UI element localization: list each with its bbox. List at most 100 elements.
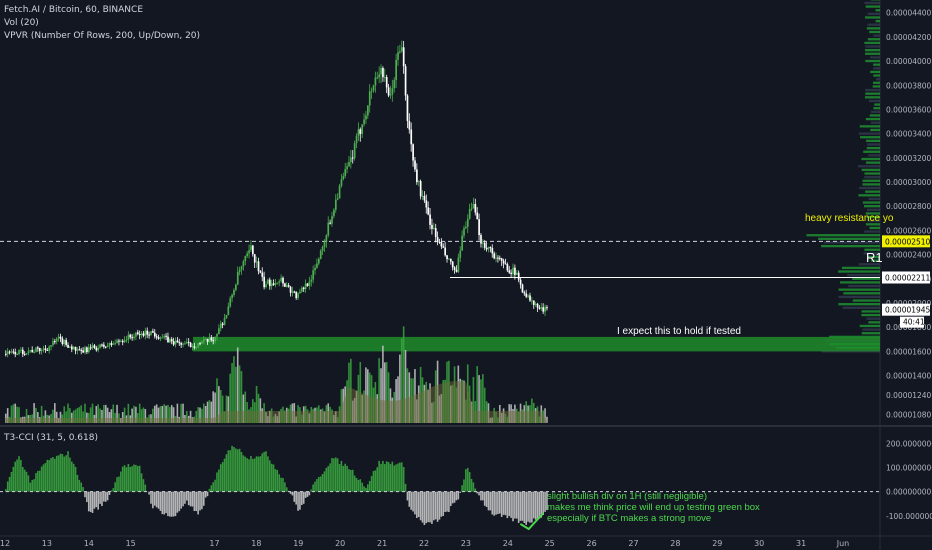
- candle-body: [484, 243, 486, 248]
- cci-bar: [316, 479, 318, 492]
- cci-bar: [495, 492, 497, 515]
- cci-bar: [337, 458, 339, 491]
- cci-bar: [297, 492, 299, 511]
- candle-body: [416, 169, 418, 182]
- vpvr-row: [868, 321, 880, 323]
- cci-bar: [148, 492, 150, 495]
- cci-bar: [260, 456, 262, 491]
- candle-body: [324, 242, 326, 247]
- cci-bar: [190, 492, 192, 507]
- cci-bar: [35, 473, 37, 492]
- candle-body: [45, 348, 47, 349]
- candle-body: [158, 337, 160, 339]
- candle-body: [195, 347, 197, 348]
- cci-bar: [163, 492, 165, 515]
- candle-body: [269, 280, 271, 286]
- cci-bar: [218, 469, 220, 491]
- candle-body: [318, 259, 320, 264]
- cci-bar: [65, 455, 67, 491]
- candle-body: [518, 273, 520, 280]
- vpvr-row: [870, 56, 880, 58]
- cci-bar: [522, 492, 524, 521]
- cci-bar: [229, 450, 231, 491]
- time-tick-label: 31: [796, 539, 806, 548]
- candle-body: [290, 287, 292, 293]
- candle-body: [341, 179, 343, 186]
- candle-body: [384, 77, 386, 78]
- candle-body: [169, 339, 171, 342]
- cci-bar: [75, 467, 77, 492]
- candle-body: [226, 315, 228, 318]
- candle-body: [24, 354, 26, 355]
- vpvr-row: [867, 147, 880, 149]
- vpvr-row: [871, 122, 880, 124]
- candle-body: [326, 235, 328, 242]
- candle-body: [414, 160, 416, 169]
- candle-body: [260, 271, 262, 273]
- vpvr-row: [874, 103, 880, 105]
- vpvr-row: [858, 165, 880, 167]
- cci-bar: [346, 466, 348, 492]
- vpvr-row: [867, 24, 880, 26]
- candle-body: [537, 304, 539, 308]
- cci-bar: [139, 466, 141, 492]
- cci-bar: [103, 492, 105, 502]
- cci-bar: [205, 492, 207, 498]
- candle-body: [65, 340, 67, 345]
- candle-body: [525, 294, 527, 297]
- cci-bar: [473, 482, 475, 491]
- candle-body: [145, 331, 147, 336]
- cci-bar: [62, 454, 64, 492]
- cci-bar: [203, 492, 205, 506]
- candle-body: [69, 347, 71, 348]
- cci-bar: [335, 457, 337, 491]
- candle-body: [280, 278, 282, 282]
- cci-bar: [39, 471, 41, 492]
- candle-body: [359, 129, 361, 134]
- candle-body: [99, 345, 101, 348]
- cci-bar: [341, 461, 343, 492]
- candle-body: [524, 292, 526, 293]
- vpvr-legend[interactable]: VPVR (Number Of Rows, 200, Up/Down, 20): [4, 30, 200, 42]
- cci-note-line-1: slight bullish div on 1H (still negligib…: [547, 491, 760, 502]
- candle-body: [114, 343, 116, 344]
- cci-bar: [535, 492, 537, 520]
- time-tick-label: 12: [0, 539, 10, 548]
- vpvr-row: [860, 325, 880, 327]
- candle-body: [80, 350, 82, 351]
- candle-body: [252, 246, 254, 255]
- candle-body: [39, 348, 41, 351]
- candle-body: [171, 339, 173, 341]
- cci-bar: [469, 472, 471, 492]
- cci-bar: [77, 475, 79, 492]
- candle-body: [126, 340, 128, 341]
- candle-body: [363, 119, 365, 124]
- vpvr-row: [873, 82, 880, 84]
- symbol-legend[interactable]: Fetch.AI / Bitcoin, 60, BINANCE: [4, 4, 143, 16]
- candle-body: [143, 333, 145, 335]
- cci-bar: [235, 449, 237, 492]
- candle-body: [295, 292, 297, 298]
- candle-body: [161, 337, 163, 338]
- cci-bar: [533, 492, 535, 519]
- candle-body: [286, 285, 288, 287]
- candle-body: [388, 87, 390, 95]
- candle-body: [329, 223, 331, 224]
- cci-bar: [390, 464, 392, 492]
- candle-body: [441, 242, 443, 246]
- cci-bar: [542, 492, 544, 515]
- candle-body: [531, 301, 533, 302]
- candle-body: [444, 248, 446, 256]
- cci-legend[interactable]: T3-CCI (31, 5, 0.618): [4, 432, 98, 444]
- cci-bar: [482, 492, 484, 501]
- candle-body: [544, 307, 546, 311]
- vpvr-row: [869, 100, 880, 102]
- cci-bar: [442, 492, 444, 516]
- volume-legend[interactable]: Vol (20): [4, 17, 39, 29]
- cci-bar: [114, 482, 116, 491]
- candle-body: [16, 354, 18, 355]
- price-tick-label: 0.00001400: [886, 372, 932, 381]
- candle-body: [282, 278, 284, 284]
- candle-body: [33, 352, 35, 353]
- cci-bar: [424, 492, 426, 525]
